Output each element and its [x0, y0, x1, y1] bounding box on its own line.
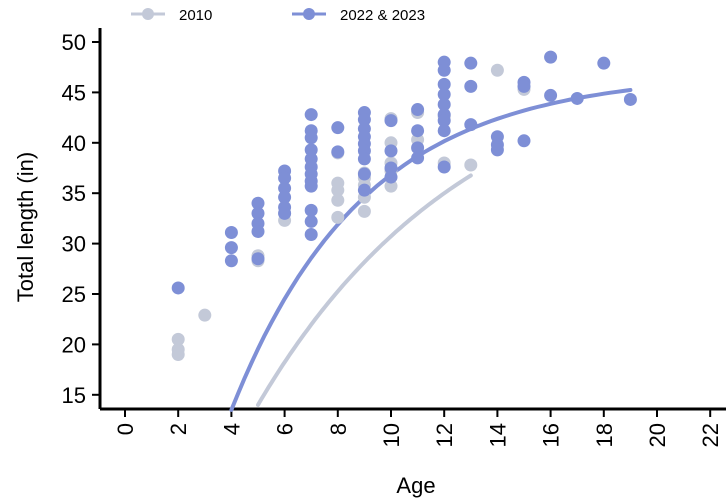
data-point: [224, 226, 238, 240]
y-tick-label: 25: [62, 282, 86, 307]
data-point: [251, 196, 265, 210]
data-point: [464, 56, 478, 70]
data-point: [304, 214, 318, 228]
data-point: [490, 143, 504, 157]
data-point: [517, 79, 531, 93]
data-point: [278, 206, 292, 220]
axes: 15 20 25 30 35 40 45 50 0 2 4 6 8 10 12 14 16 18 20 22: [62, 28, 726, 447]
data-point: [384, 114, 398, 128]
trend-curve: [229, 88, 633, 412]
x-tick-label: 18: [592, 423, 617, 447]
data-point: [304, 108, 318, 122]
data-point: [331, 121, 345, 135]
data-point: [597, 56, 611, 70]
data-point: [411, 103, 425, 117]
data-point: [384, 144, 398, 158]
x-tick-label: 10: [379, 423, 404, 447]
data-points: [171, 50, 637, 361]
y-tick-label: 20: [62, 332, 86, 357]
data-point: [411, 124, 425, 138]
data-point: [304, 179, 318, 193]
data-point: [411, 151, 425, 165]
legend-marker: [142, 8, 154, 20]
data-point: [331, 145, 345, 159]
data-point: [490, 63, 504, 77]
y-tick-label: 30: [62, 232, 86, 257]
data-point: [331, 210, 345, 224]
data-point: [464, 118, 478, 132]
data-point: [464, 79, 478, 93]
y-tick-label: 45: [62, 80, 86, 105]
data-point: [171, 332, 185, 346]
data-point: [304, 143, 318, 157]
x-tick-label: 20: [645, 423, 670, 447]
data-point: [278, 181, 292, 195]
x-tick-label: 12: [432, 423, 457, 447]
x-tick-label: 6: [273, 423, 298, 435]
data-point: [437, 63, 451, 77]
data-point: [251, 206, 265, 220]
data-point: [437, 97, 451, 111]
data-point: [437, 77, 451, 91]
y-tick-label: 50: [62, 30, 86, 55]
data-point: [623, 92, 637, 106]
data-point: [331, 183, 345, 197]
data-point: [357, 167, 371, 181]
data-point: [517, 134, 531, 148]
data-point: [437, 114, 451, 128]
legend: 2010 2022 & 2023: [131, 7, 425, 24]
y-tick-label: 15: [62, 383, 86, 408]
data-point: [357, 204, 371, 218]
x-tick-label: 0: [113, 423, 138, 435]
data-point: [437, 87, 451, 101]
data-point: [278, 190, 292, 204]
data-point: [437, 160, 451, 174]
data-point: [357, 183, 371, 197]
data-point: [570, 91, 584, 105]
x-axis-label: Age: [396, 473, 435, 498]
data-point: [384, 161, 398, 175]
data-point: [384, 179, 398, 193]
data-point: [171, 347, 185, 361]
data-point: [224, 254, 238, 268]
legend-label: 2010: [179, 7, 212, 24]
data-point: [224, 241, 238, 255]
data-point: [357, 152, 371, 166]
data-point: [304, 131, 318, 145]
x-tick-label: 4: [219, 423, 244, 435]
trend-curve: [256, 173, 473, 407]
data-point: [437, 124, 451, 138]
data-point: [331, 193, 345, 207]
trend-curves: [229, 88, 633, 412]
data-point: [278, 171, 292, 185]
data-point: [304, 228, 318, 242]
x-tick-label: 22: [698, 423, 723, 447]
x-tick-label: 2: [166, 423, 191, 435]
y-tick-label: 40: [62, 131, 86, 156]
data-point: [251, 225, 265, 239]
data-point: [304, 203, 318, 217]
x-tick-label: 16: [539, 423, 564, 447]
data-point: [357, 113, 371, 127]
data-point: [171, 281, 185, 295]
data-point: [464, 158, 478, 172]
data-point: [251, 252, 265, 266]
data-point: [411, 141, 425, 155]
y-axis-label: Total length (in): [13, 152, 38, 302]
legend-marker: [303, 8, 315, 20]
data-point: [384, 170, 398, 184]
x-tick-label: 8: [326, 423, 351, 435]
data-point: [544, 88, 558, 102]
x-tick-label: 14: [485, 423, 510, 447]
y-tick-label: 35: [62, 181, 86, 206]
legend-label: 2022 & 2023: [340, 7, 425, 24]
data-point: [198, 308, 212, 322]
data-point: [544, 50, 558, 64]
